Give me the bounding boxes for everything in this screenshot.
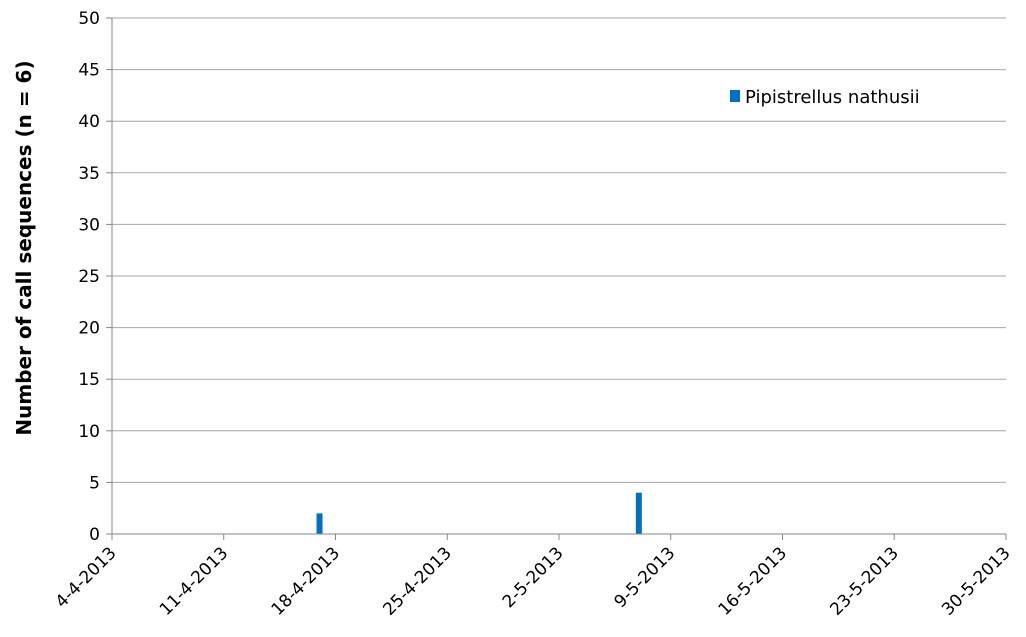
gridlines [106,17,1006,535]
y-tick-label: 15 [78,370,100,390]
x-tick-label: 30-5-2013 [938,543,1014,619]
y-tick-label: 0 [89,525,100,545]
bars [316,492,642,534]
y-tick-label: 45 [78,61,100,81]
y-tick-label: 30 [78,215,100,235]
x-tick-label: 23-5-2013 [826,543,902,619]
legend-label: Pipistrellus nathusii [745,87,920,108]
y-tick-label: 10 [78,422,100,442]
x-tick-label: 25-4-2013 [379,543,455,619]
bar [316,513,323,534]
x-tick-label: 9-5-2013 [611,543,680,612]
y-tick-label: 25 [78,267,100,287]
x-tick-label: 11-4-2013 [156,543,232,619]
y-tick-label: 35 [78,164,100,184]
y-tick-label: 20 [78,319,100,339]
x-tick-label: 4-4-2013 [52,543,121,612]
x-tick-label: 16-5-2013 [715,543,791,619]
axes [111,18,1007,540]
y-tick-label: 5 [89,473,100,493]
x-tick-labels: 4-4-2013 11-4-2013 18-4-2013 25-4-2013 2-5-2… [52,543,1015,619]
y-axis-label: Number of call sequences (n = 6) [12,60,36,435]
y-tick-label: 50 [78,9,100,29]
x-tick-label: 2-5-2013 [499,543,568,612]
y-tick-label: 40 [78,112,100,132]
legend-swatch [730,90,740,102]
bar [635,492,642,534]
x-tick-label: 18-4-2013 [268,543,344,619]
y-tick-labels: 0 5 10 15 20 25 30 35 40 45 50 [78,9,100,545]
legend: Pipistrellus nathusii [730,87,920,108]
